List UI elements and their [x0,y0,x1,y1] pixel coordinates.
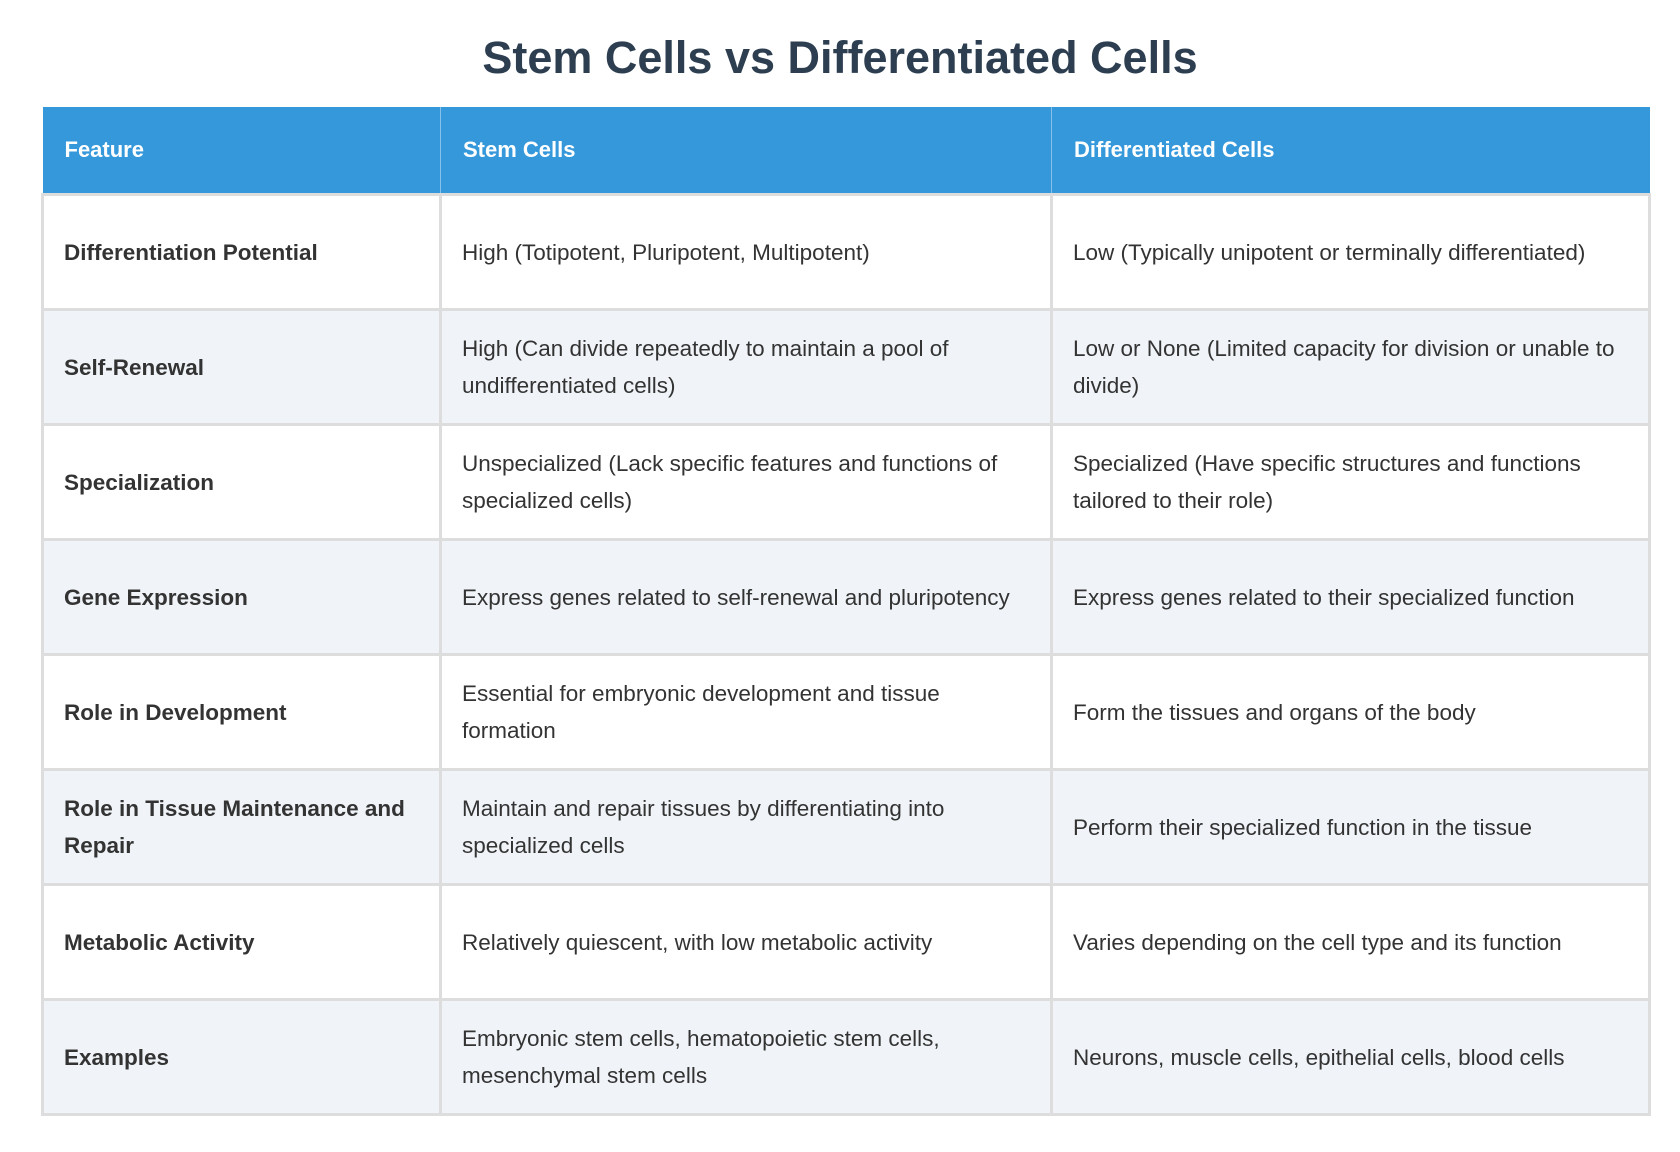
table-row: Gene Expression Express genes related to … [41,538,1651,656]
feature-cell: Metabolic Activity [41,883,442,1001]
table-row: Differentiation Potential High (Totipoten… [41,193,1651,311]
differentiated-cells-cell: Specialized (Have specific structures an… [1050,423,1651,541]
table-row: Metabolic Activity Relatively quiescent, … [41,883,1651,1001]
differentiated-cells-cell: Perform their specialized function in th… [1050,768,1651,886]
differentiated-cells-cell: Form the tissues and organs of the body [1050,653,1651,771]
differentiated-cells-cell: Low or None (Limited capacity for divisi… [1050,308,1651,426]
feature-cell: Self-Renewal [41,308,442,426]
header-differentiated-cells: Differentiated Cells [1051,107,1650,196]
stem-cells-cell: Maintain and repair tissues by different… [439,768,1053,886]
table-row: Role in Development Essential for embryon… [41,653,1651,771]
comparison-table: Feature Stem Cells Differentiated Cells … [41,107,1651,1116]
header-stem-cells: Stem Cells [440,107,1052,196]
feature-cell: Role in Development [41,653,442,771]
header-feature: Feature [42,107,441,196]
differentiated-cells-cell: Varies depending on the cell type and it… [1050,883,1651,1001]
feature-cell: Examples [41,998,442,1116]
page-title: Stem Cells vs Differentiated Cells [482,32,1198,83]
feature-cell: Differentiation Potential [41,193,442,311]
header-row: Feature Stem Cells Differentiated Cells [42,107,1650,196]
table-row: Self-Renewal High (Can divide repeatedly … [41,308,1651,426]
stem-cells-cell: Relatively quiescent, with low metabolic… [439,883,1053,1001]
stem-cells-cell: Unspecialized (Lack specific features an… [439,423,1053,541]
stem-cells-cell: Embryonic stem cells, hematopoietic stem… [439,998,1053,1116]
differentiated-cells-cell: Neurons, muscle cells, epithelial cells,… [1050,998,1651,1116]
stem-cells-cell: Express genes related to self-renewal an… [439,538,1053,656]
table-row: Examples Embryonic stem cells, hematopoie… [41,998,1651,1116]
stem-cells-cell: High (Totipotent, Pluripotent, Multipote… [439,193,1053,311]
feature-cell: Gene Expression [41,538,442,656]
differentiated-cells-cell: Low (Typically unipotent or terminally d… [1050,193,1651,311]
differentiated-cells-cell: Express genes related to their specializ… [1050,538,1651,656]
stem-cells-cell: Essential for embryonic development and … [439,653,1053,771]
feature-cell: Role in Tissue Maintenance and Repair [41,768,442,886]
feature-cell: Specialization [41,423,442,541]
table-row: Specialization Unspecialized (Lack specif… [41,423,1651,541]
table-row: Role in Tissue Maintenance and Repair Mai… [41,768,1651,886]
stem-cells-cell: High (Can divide repeatedly to maintain … [439,308,1053,426]
